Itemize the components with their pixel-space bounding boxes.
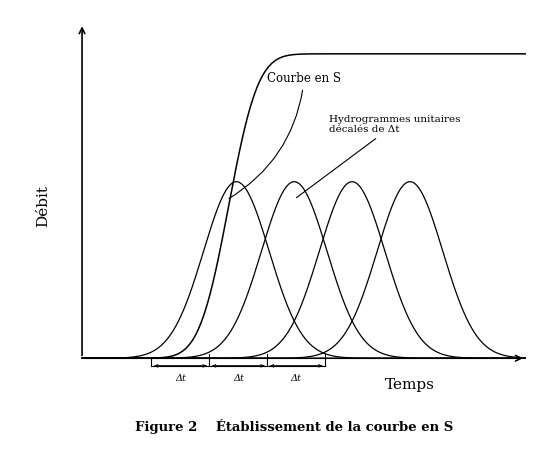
Text: Débit: Débit [36,185,50,227]
Text: Δt: Δt [291,374,301,383]
Text: Courbe en S: Courbe en S [229,72,341,198]
Text: Δt: Δt [175,374,186,383]
Text: Hydrogrammes unitaires
décalés de Δt: Hydrogrammes unitaires décalés de Δt [296,115,461,197]
Text: Δt: Δt [233,374,244,383]
Text: Temps: Temps [385,378,435,392]
Text: Figure 2    Établissement de la courbe en S: Figure 2 Établissement de la courbe en S [135,419,453,434]
